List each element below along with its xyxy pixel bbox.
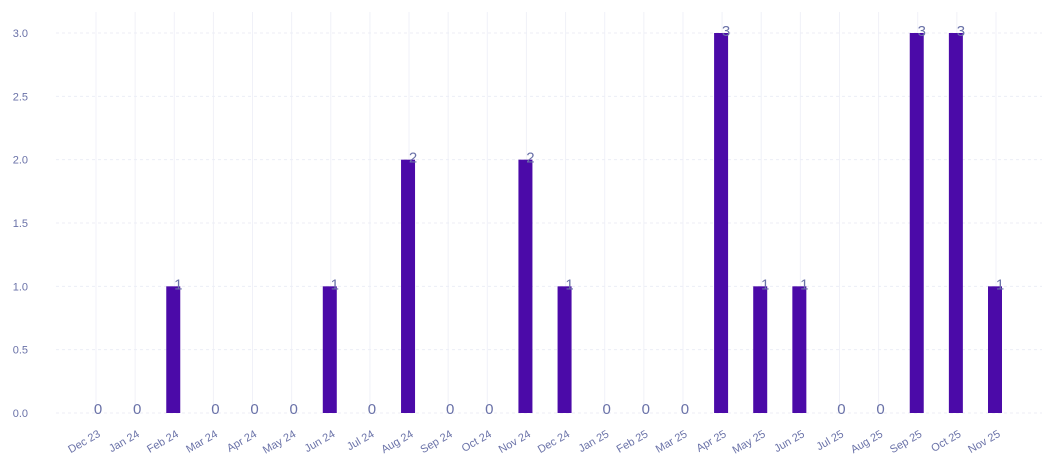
x-tick-label: Jul 24 xyxy=(345,428,376,453)
bar xyxy=(518,159,533,413)
x-tick-label: Aug 25 xyxy=(849,428,885,456)
data-label: 3 xyxy=(722,23,730,40)
bar xyxy=(322,286,337,413)
data-label: 0 xyxy=(837,401,845,418)
x-tick-label: May 24 xyxy=(261,428,298,456)
data-label: 0 xyxy=(133,401,141,418)
x-tick-label: Jan 25 xyxy=(577,428,612,455)
grid xyxy=(56,12,1042,414)
x-tick-label: Jun 24 xyxy=(303,428,338,455)
data-label: 2 xyxy=(409,150,417,167)
data-labels: 0 0 1 0 0 0 1 0 2 0 0 2 1 0 0 0 3 1 1 0 0 3 3 1 xyxy=(94,23,1004,418)
y-axis-ticks: 0.0 0.5 1.0 1.5 2.0 2.5 3.0 xyxy=(13,28,28,420)
bar xyxy=(753,286,768,413)
data-label: 1 xyxy=(565,276,573,293)
bar xyxy=(948,33,963,413)
bar xyxy=(909,33,924,413)
bar xyxy=(792,286,807,413)
bars xyxy=(166,33,1002,413)
bar xyxy=(401,159,416,413)
bar xyxy=(557,286,572,413)
data-label: 2 xyxy=(526,150,534,167)
y-tick-label: 1.0 xyxy=(13,281,28,293)
data-label: 0 xyxy=(485,401,493,418)
y-tick-label: 2.0 xyxy=(13,155,28,167)
data-label: 1 xyxy=(996,276,1004,293)
data-label: 0 xyxy=(368,401,376,418)
x-tick-label: Nov 25 xyxy=(966,428,1002,456)
x-tick-label: Oct 24 xyxy=(460,428,494,455)
x-tick-label: Mar 24 xyxy=(184,428,220,456)
y-tick-label: 0.0 xyxy=(13,408,28,420)
x-tick-label: Feb 24 xyxy=(145,428,181,456)
bar xyxy=(988,286,1002,413)
data-label: 1 xyxy=(174,276,182,293)
y-tick-label: 3.0 xyxy=(13,28,28,40)
x-tick-label: Sep 25 xyxy=(888,428,924,456)
data-label: 1 xyxy=(331,276,339,293)
data-label: 0 xyxy=(603,401,611,418)
data-label: 0 xyxy=(681,401,689,418)
data-label: 1 xyxy=(800,276,808,293)
y-tick-label: 0.5 xyxy=(13,345,28,357)
bar xyxy=(166,286,181,413)
x-tick-label: Jun 25 xyxy=(772,428,807,455)
data-label: 0 xyxy=(211,401,219,418)
x-tick-label: Dec 24 xyxy=(536,428,572,456)
x-tick-label: Aug 24 xyxy=(379,428,415,456)
bar xyxy=(714,33,729,413)
x-tick-label: Oct 25 xyxy=(929,428,963,455)
x-tick-label: May 25 xyxy=(730,428,767,456)
data-label: 0 xyxy=(289,401,297,418)
x-tick-label: Sep 24 xyxy=(418,428,454,456)
data-label: 1 xyxy=(761,276,769,293)
x-tick-label: Apr 25 xyxy=(695,428,729,455)
y-tick-label: 2.5 xyxy=(13,91,28,103)
x-tick-label: Nov 24 xyxy=(497,428,533,456)
x-tick-label: Mar 25 xyxy=(654,428,690,456)
data-label: 0 xyxy=(876,401,884,418)
data-label: 0 xyxy=(250,401,258,418)
data-label: 0 xyxy=(642,401,650,418)
data-label: 3 xyxy=(918,23,926,40)
x-tick-label: Jan 24 xyxy=(107,428,142,455)
x-tick-label: Jul 25 xyxy=(815,428,846,453)
x-tick-label: Apr 24 xyxy=(225,428,259,455)
x-tick-label: Feb 25 xyxy=(615,428,651,456)
data-label: 0 xyxy=(94,401,102,418)
x-axis-ticks: Dec 23 Jan 24 Feb 24 Mar 24 Apr 24 May 24 Jun … xyxy=(66,428,1002,456)
y-tick-label: 1.5 xyxy=(13,218,28,230)
x-tick-label: Dec 23 xyxy=(66,428,102,456)
data-label: 0 xyxy=(446,401,454,418)
data-label: 3 xyxy=(957,23,965,40)
